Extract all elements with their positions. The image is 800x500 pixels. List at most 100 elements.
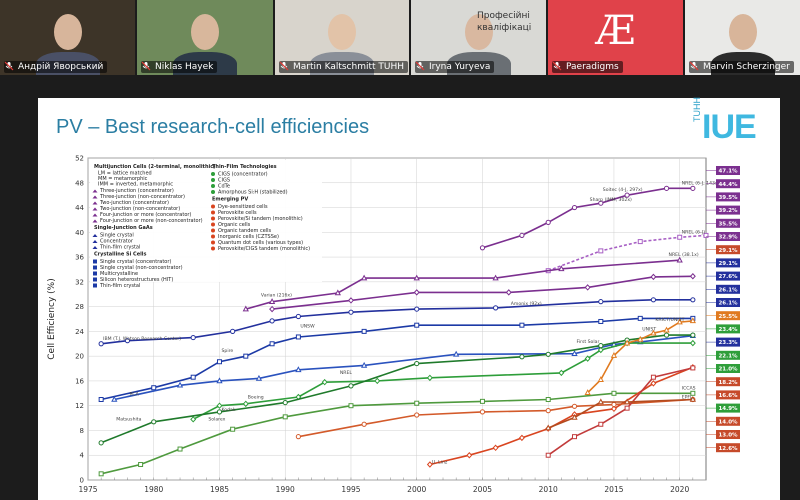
efficiency-badge (716, 245, 740, 255)
data-point (190, 416, 197, 423)
data-point (348, 309, 354, 315)
efficiency-badge-label: 22.1% (718, 353, 738, 359)
point-annotation: UNSW (300, 323, 315, 329)
data-point (519, 322, 525, 328)
data-point (138, 462, 144, 468)
y-tick-label: 52 (75, 155, 84, 163)
x-tick-label: 2020 (670, 485, 689, 494)
data-point (519, 232, 525, 239)
legend-marker (211, 190, 215, 194)
data-point (374, 377, 381, 385)
data-point (690, 365, 696, 371)
legend-marker (92, 195, 98, 199)
data-point (348, 403, 354, 409)
efficiency-badge (716, 166, 740, 175)
legend-marker (211, 204, 215, 209)
efficiency-badge-label: 25.5% (718, 314, 738, 320)
point-annotation: Kodak (221, 407, 235, 413)
participant-face (728, 14, 757, 50)
participant-face (328, 14, 356, 50)
chart-legend: Multijunction Cells (2-terminal, monolit… (90, 160, 322, 289)
data-point (637, 315, 643, 321)
data-point (690, 297, 696, 303)
efficiency-badge (716, 284, 740, 294)
data-point (545, 351, 551, 357)
point-annotation: Boeing (248, 395, 264, 401)
data-point (360, 274, 368, 281)
data-point (598, 421, 604, 427)
data-point (216, 359, 222, 365)
data-point (598, 200, 604, 206)
legend-group-title: Single-Junction GaAs (94, 225, 153, 231)
efficiency-badge (716, 377, 740, 387)
efficiency-badge (716, 298, 740, 307)
data-point (598, 318, 604, 324)
data-point (414, 306, 420, 312)
point-annotation: IBM (T.J. Watson Research Center) (103, 336, 181, 342)
data-point (624, 405, 630, 411)
data-point (453, 350, 460, 357)
participant-tile[interactable]: Marvin Scherzinger (685, 0, 800, 75)
legend-item: Organic cells (218, 222, 251, 228)
data-point (690, 185, 696, 191)
data-point (282, 399, 288, 406)
legend-marker (92, 234, 98, 237)
y-axis-label: Cell Efficiency (%) (47, 278, 57, 359)
x-tick-label: 2000 (407, 485, 426, 494)
legend-marker (211, 178, 215, 182)
participant-face (464, 14, 493, 50)
legend-item: CdTe (218, 184, 230, 190)
efficiency-badge (716, 350, 740, 360)
participant-tile[interactable]: Æ Paeradigms (548, 0, 683, 75)
muted-mic-icon (141, 61, 151, 71)
data-point (492, 444, 499, 452)
legend-item: CIGS (concentrator) (218, 172, 268, 178)
participant-tile[interactable]: Niklas Hayek (137, 0, 273, 75)
legend-item: Quantum dot cells (various types) (218, 240, 303, 246)
y-tick-label: 28 (75, 303, 84, 311)
efficiency-badge-label: 35.5% (718, 221, 738, 227)
participant-tile[interactable]: Андрій Яворський (0, 0, 135, 75)
legend-marker (211, 172, 215, 176)
efficiency-badge (716, 179, 740, 189)
legend-item: Thin-film crystal (99, 245, 140, 251)
data-point (230, 328, 236, 334)
point-annotation: Sharp (IMM, 302x) (590, 197, 632, 203)
legend-item: Multicrystalline (100, 271, 138, 277)
point-annotation: Varian (216x) (261, 292, 292, 298)
efficiency-badge (716, 416, 740, 426)
legend-marker (93, 265, 97, 270)
participant-tile[interactable]: Martin Kaltschmitt TUHH (275, 0, 409, 75)
data-point (663, 326, 670, 333)
data-point (230, 426, 236, 432)
efficiency-badge-label: 27.6% (718, 274, 738, 280)
data-point (282, 414, 288, 420)
legend-item: Amorphous Si:H (stabilized) (218, 190, 288, 196)
legend-item: Perovskite cells (218, 210, 257, 216)
legend-item: Thin-film crystal (99, 283, 140, 289)
logo-big-text: IUE (702, 108, 757, 146)
point-annotation: ICCAS (682, 385, 696, 391)
data-point (466, 451, 473, 459)
x-tick-label: 1985 (210, 485, 229, 494)
data-point (255, 374, 263, 381)
participant-tile[interactable]: Професійні кваліфікаці Iryna Yuryeva (411, 0, 546, 75)
data-point (598, 248, 604, 254)
data-point (518, 434, 525, 442)
legend-group-title: Multijunction Cells (2-terminal, monolit… (94, 164, 215, 170)
data-point (598, 343, 604, 349)
point-annotation: First Solar (577, 339, 600, 345)
data-point (545, 397, 551, 402)
efficiency-badge (716, 205, 740, 215)
data-point (571, 204, 578, 211)
legend-item: Perovskite/CIGS tandem (monolithic) (218, 246, 310, 252)
data-point (610, 351, 618, 358)
data-point (663, 332, 670, 338)
legend-item: Four-junction or more (concentrator) (100, 212, 191, 218)
data-point (611, 390, 617, 396)
data-point (703, 232, 709, 238)
efficiency-badge-label: 29.1% (718, 248, 738, 254)
data-point (176, 381, 184, 388)
x-tick-label: 1980 (144, 485, 163, 494)
efficiency-badge (716, 192, 740, 202)
